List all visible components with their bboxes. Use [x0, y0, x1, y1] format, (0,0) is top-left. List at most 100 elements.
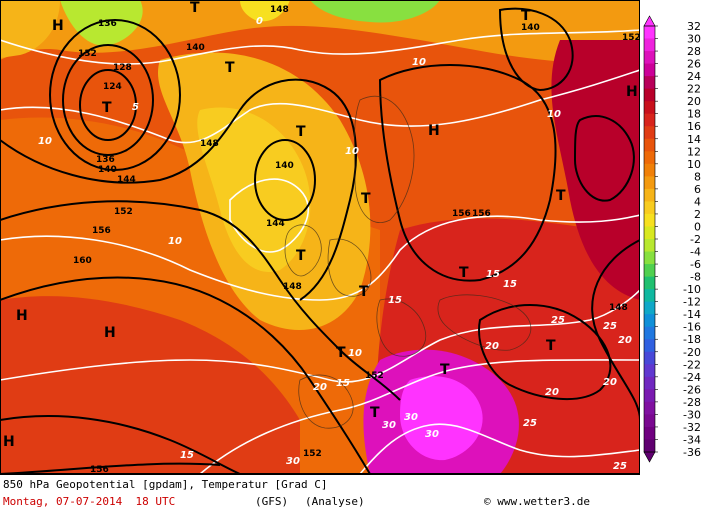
temp-label: 30 [425, 429, 439, 440]
geo-label: 124 [103, 82, 122, 92]
temp-label: 15 [180, 450, 194, 461]
high-symbol-sw: H [3, 434, 15, 450]
legend-label: -4 [690, 246, 701, 259]
legend-color-band [644, 188, 655, 202]
temp-field-hot-max [400, 376, 483, 461]
geo-label: 156 [472, 209, 491, 219]
footer-analysis: (Analyse) [305, 495, 365, 508]
legend-label: -2 [690, 233, 701, 246]
geo-label: 140 [186, 43, 205, 53]
temp-field-cool [197, 107, 311, 272]
legend-label: -26 [683, 383, 701, 396]
low-symbol-med: T [370, 405, 380, 421]
legend-label: 22 [687, 83, 701, 96]
footer-credit[interactable]: © www.wetter3.de [484, 495, 590, 508]
legend-label: -28 [683, 396, 701, 409]
low-symbol-central: T [459, 265, 469, 281]
legend-canvas: 32302826242220181614121086420-2-4-6-8-10… [643, 15, 701, 463]
legend-color-band [644, 414, 655, 428]
legend-color-band [644, 226, 655, 240]
geo-label: 148 [609, 303, 628, 313]
temp-field-southwest [0, 296, 300, 474]
map-canvas: H T T T T H T H T T T T T H H T T T T H [0, 0, 640, 474]
low-symbol-n1: T [190, 0, 200, 16]
temp-label: 25 [603, 321, 617, 332]
temp-field-yellow-north [240, 0, 290, 22]
temp-label: 30 [286, 456, 300, 467]
footer-model: (GFS) [255, 495, 289, 508]
legend-label: -16 [683, 321, 701, 334]
temp-field-east [551, 40, 640, 300]
legend-label: -18 [683, 333, 701, 346]
low-symbol-n3: T [296, 124, 306, 140]
legend-label: -12 [683, 296, 701, 309]
legend-color-band [644, 239, 655, 253]
temp-label: 10 [348, 348, 362, 359]
high-symbol-scandinavia: H [428, 123, 440, 139]
legend-label: 16 [687, 120, 701, 133]
legend-label: -20 [683, 346, 701, 359]
legend-label: -14 [683, 308, 701, 321]
legend-label: 12 [687, 145, 701, 158]
legend-bottom-arrow [643, 451, 656, 463]
legend-label: -30 [683, 408, 701, 421]
legend-color-band [644, 401, 655, 415]
temp-field-nw [0, 0, 60, 58]
legend-color-band [644, 113, 655, 127]
legend-label: 26 [687, 58, 701, 71]
legend-color-band [644, 301, 655, 315]
geo-label: 152 [622, 33, 640, 43]
temp-label: 30 [404, 412, 418, 423]
legend-label: 20 [687, 95, 701, 108]
low-symbol-north-sea: T [361, 191, 371, 207]
legend-label: 18 [687, 108, 701, 121]
geo-label: 140 [98, 165, 117, 175]
temp-label: 15 [503, 279, 517, 290]
high-symbol-atlantic-1: H [16, 308, 28, 324]
legend-color-band [644, 389, 655, 403]
geo-label: 156 [452, 209, 471, 219]
legend-label: 30 [687, 33, 701, 46]
legend-label: 8 [694, 170, 701, 183]
temp-label: 20 [313, 382, 327, 393]
low-symbol-uk: T [296, 248, 306, 264]
temp-label: 10 [345, 146, 359, 157]
temperature-legend: 32 30 28 26 24 22 20 18 16 14 12 10 8 6 4 2 0 -2 -4 -6 -8 -10… [640, 0, 704, 474]
legend-label: 4 [694, 195, 701, 208]
legend-color-band [644, 101, 655, 115]
temp-label: 25 [551, 315, 565, 326]
legend-color-band [644, 213, 655, 227]
temp-label: 10 [412, 57, 426, 68]
temp-field-north [0, 0, 640, 63]
geo-label: 152 [303, 449, 322, 459]
map-frame [0, 0, 640, 474]
high-symbol-atlantic-2: H [104, 325, 116, 341]
low-symbol-ne: T [521, 8, 531, 24]
high-symbol-nw: H [52, 18, 64, 34]
legend-label: 2 [694, 208, 701, 221]
geo-label: 152 [114, 207, 133, 217]
legend-label: -32 [683, 421, 701, 434]
legend-color-band [644, 251, 655, 265]
temp-label: 30 [382, 420, 396, 431]
legend-label: 0 [694, 220, 701, 233]
temp-label: 20 [603, 377, 617, 388]
low-symbol-iberia: T [336, 345, 346, 361]
legend-color-band [644, 88, 655, 102]
legend-color-band [644, 376, 655, 390]
low-symbol-n2: T [225, 60, 235, 76]
legend-color-band [644, 276, 655, 290]
legend-color-band [644, 201, 655, 215]
temp-label: 25 [613, 461, 627, 472]
temp-label: 15 [388, 295, 402, 306]
high-symbol-e: H [626, 84, 638, 100]
legend-label: -36 [683, 446, 701, 459]
legend-label: 24 [687, 70, 701, 83]
legend-color-band [644, 314, 655, 328]
low-symbol-e: T [556, 188, 566, 204]
geo-label: 140 [521, 23, 540, 33]
legend-label: -8 [690, 271, 701, 284]
legend-color-band [644, 264, 655, 278]
legend-color-band [644, 26, 655, 40]
weather-map: H T T T T H T H T T T T T H H T T T T H [0, 0, 640, 474]
